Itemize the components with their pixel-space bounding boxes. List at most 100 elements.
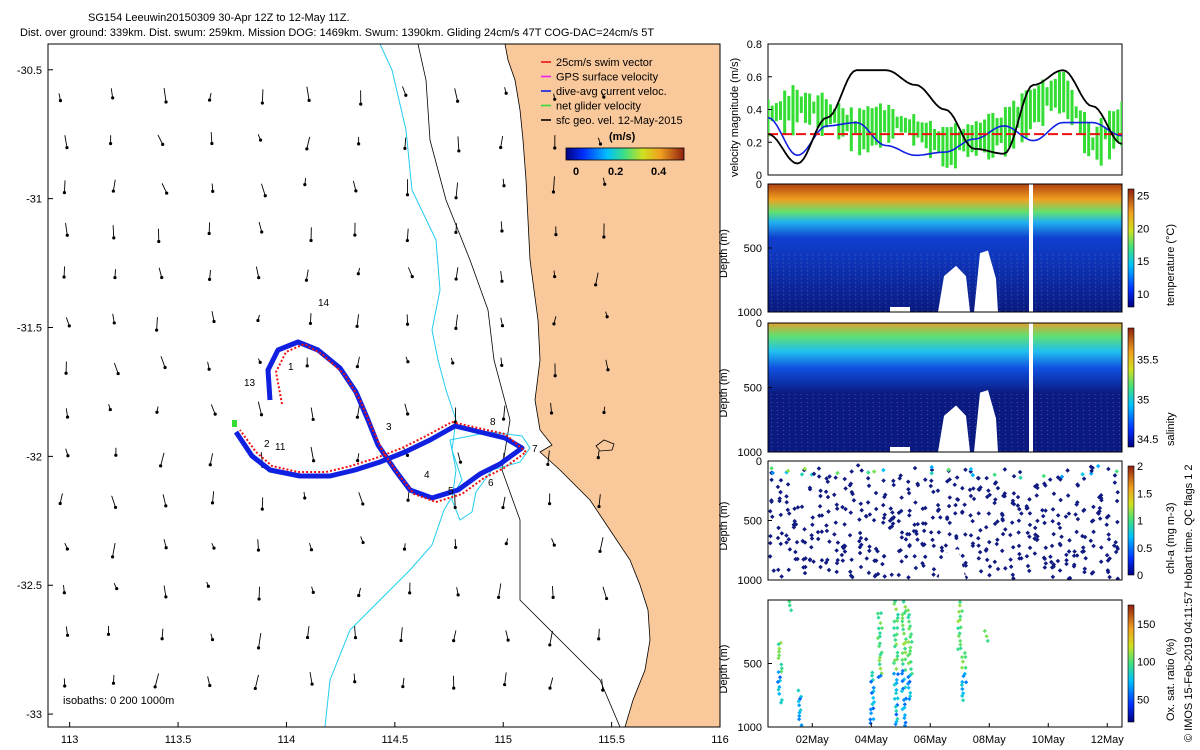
- chl-sample: [891, 482, 896, 488]
- chl-sample: [842, 476, 847, 482]
- ox-sample: [787, 603, 792, 608]
- chl-sample: [1088, 538, 1094, 544]
- chl-sample: [1098, 559, 1104, 564]
- colorbar-tick-label: 0.5: [1137, 543, 1152, 555]
- colorbar-tick-label: 2: [1137, 461, 1143, 473]
- velocity-arrow-head: [312, 459, 316, 463]
- velocity-arrow-head: [596, 456, 600, 460]
- chl-sample: [848, 569, 853, 574]
- velocity-arrow-head: [451, 361, 455, 365]
- section-colorbar: [1127, 327, 1135, 448]
- velocity-arrow-head: [604, 596, 609, 601]
- chl-sample: [968, 466, 974, 472]
- velocity-arrow-head: [108, 141, 113, 146]
- section-frame: [767, 599, 1123, 728]
- ox-sample: [796, 699, 801, 704]
- ox-sample: [906, 685, 911, 690]
- chl-sample: [816, 466, 822, 471]
- chl-sample: [799, 504, 805, 510]
- chl-sample: [807, 557, 813, 562]
- chl-sample: [1025, 530, 1031, 536]
- chl-sample: [811, 559, 816, 564]
- chl-sample: [802, 466, 808, 472]
- colorbar-tick-label: 35.5: [1137, 355, 1158, 367]
- velocity-arrow-head: [310, 682, 314, 686]
- ox-sample: [892, 633, 897, 638]
- velocity-arrow: [356, 314, 359, 327]
- chl-sample: [819, 529, 825, 534]
- section-colorbar: [1127, 604, 1135, 723]
- dive-profile: [860, 393, 863, 452]
- chl-sample: [768, 540, 773, 546]
- map-ytick-label: -30.5: [17, 65, 42, 77]
- velocity-arrow-head: [454, 545, 458, 550]
- chl-sample: [776, 525, 781, 531]
- velocity-arrow-head: [454, 277, 458, 281]
- ox-sample: [956, 633, 961, 639]
- dive-profile: [812, 393, 815, 452]
- chl-sample: [881, 553, 887, 559]
- chl-sample: [970, 543, 976, 549]
- chl-sample: [1058, 497, 1063, 503]
- track-blue: [233, 339, 525, 501]
- velocity-arrow-head: [598, 142, 603, 146]
- chl-sample: [1019, 511, 1024, 516]
- ox-sample: [905, 608, 911, 613]
- ox-sample: [908, 634, 913, 639]
- chl-sample: [1104, 553, 1110, 558]
- ox-sample: [956, 619, 961, 624]
- chl-sample: [995, 566, 1001, 572]
- velocity-arrow: [598, 494, 601, 507]
- ox-sample: [777, 653, 782, 658]
- ox-sample: [900, 651, 905, 656]
- dive-profile: [1088, 254, 1091, 312]
- colorbar-label: Ox. sat. ratio (%): [1165, 638, 1177, 721]
- dive-profile: [1076, 254, 1079, 312]
- ox-sample: [900, 707, 905, 712]
- chl-sample: [930, 537, 935, 543]
- chl-sample: [851, 498, 857, 503]
- map-xtick-label: 114: [278, 734, 296, 746]
- section-plot: [768, 184, 1122, 312]
- chl-sample: [1064, 552, 1069, 558]
- velocity-arrow-head: [65, 633, 70, 637]
- velocity-arrow-head: [305, 635, 310, 640]
- velocity-arrow-head: [207, 277, 212, 282]
- chl-sample: [1016, 518, 1022, 524]
- dive-profile: [860, 254, 863, 312]
- ox-sample: [962, 650, 967, 656]
- dive-profile: [890, 254, 893, 312]
- chl-sample: [1074, 529, 1079, 535]
- velocity-arrow: [310, 313, 312, 324]
- chl-sample: [995, 537, 1000, 543]
- chl-sample: [871, 469, 877, 474]
- chl-sample: [1027, 497, 1032, 502]
- section-ytick-label: 500: [744, 383, 762, 395]
- velocity-arrow-head: [553, 274, 557, 279]
- chl-sample: [959, 510, 965, 515]
- dive-profile: [800, 254, 803, 312]
- velocity-arrow-head: [65, 415, 70, 419]
- chl-sample: [871, 517, 877, 523]
- ox-sample: [960, 679, 965, 685]
- velocity-arrow-head: [405, 322, 410, 326]
- chl-sample: [1071, 562, 1077, 568]
- velocity-arrow-head: [153, 685, 157, 689]
- velocity-arrow: [310, 446, 315, 461]
- velocity-arrow-head: [305, 147, 309, 151]
- day-label: 13: [244, 378, 256, 389]
- chl-sample: [866, 570, 872, 576]
- chl-sample: [995, 519, 1000, 524]
- map-colorbar: (m/s) 0 0.2 0.4: [565, 131, 685, 178]
- velocity-arrow-head: [111, 189, 115, 193]
- velocity-arrow-head: [108, 407, 112, 412]
- dive-profile: [1034, 254, 1037, 312]
- velocity-arrow: [408, 267, 413, 277]
- chl-sample: [848, 573, 854, 578]
- chl-sample: [881, 467, 886, 473]
- chl-sample: [864, 514, 869, 519]
- velocity-arrow-head: [211, 189, 215, 193]
- ox-sample: [906, 640, 911, 645]
- chl-sample: [1097, 516, 1103, 521]
